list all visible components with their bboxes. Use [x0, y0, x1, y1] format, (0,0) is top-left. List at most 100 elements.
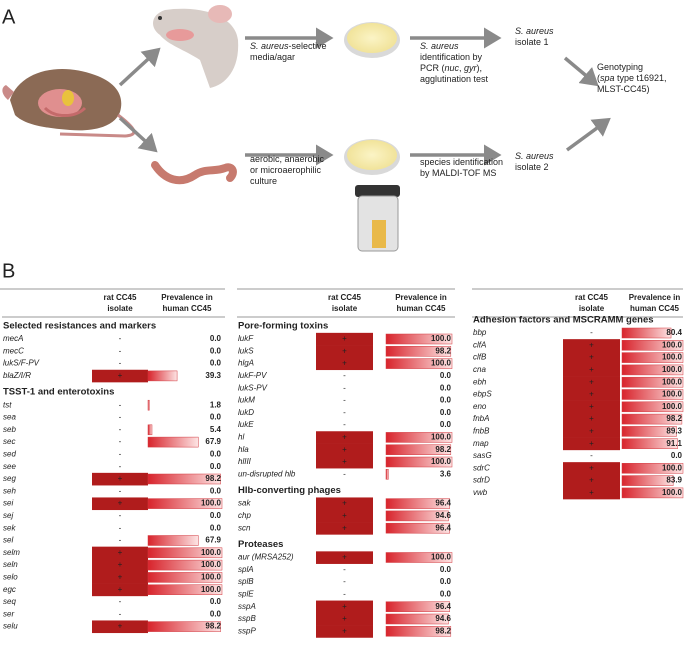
gene: sak	[238, 499, 251, 508]
prevalence-bar	[147, 424, 153, 436]
rat-value: -	[343, 408, 346, 417]
column-header: Prevalence in	[395, 293, 447, 302]
rat-value: +	[342, 457, 347, 466]
prevalence-value: 100.0	[662, 463, 683, 472]
rat-value: +	[589, 463, 594, 472]
caption-line: (spa type t16921,	[597, 73, 667, 83]
rat-value: -	[343, 371, 346, 380]
rat-value: -	[343, 469, 346, 478]
caption-segment: isolate 2	[515, 162, 549, 172]
gene: hlIII	[238, 457, 252, 466]
prevalence-bar	[385, 498, 450, 509]
caption-segment: spa	[600, 73, 615, 83]
rat-value: +	[342, 433, 347, 442]
gene: lukD	[238, 408, 254, 417]
prevalence-value: 98.2	[205, 474, 221, 483]
rat-cell	[563, 363, 620, 377]
gene: blaZ/I/R	[3, 371, 31, 380]
panel-label: B	[2, 260, 15, 282]
section-title: Proteases	[238, 539, 283, 550]
rat-value: +	[342, 499, 347, 508]
gene: un-disrupted hlb	[238, 469, 296, 478]
prevalence-bar	[385, 510, 449, 522]
caption-segment: or microaerophilic	[250, 165, 322, 175]
rat-value: -	[119, 536, 122, 545]
prevalence-value: 0.0	[440, 590, 452, 599]
rat-value: -	[343, 396, 346, 405]
rat-value: +	[589, 365, 594, 374]
rat-value: -	[119, 511, 122, 520]
prevalence-value: 100.0	[431, 359, 452, 368]
prevalence-value: 100.0	[662, 365, 683, 374]
prevalence-value: 100.0	[201, 548, 222, 557]
prevalence-bar	[385, 432, 453, 443]
caption-segment: culture	[250, 176, 277, 186]
prevalence-value: 98.2	[205, 622, 221, 631]
gene: scn	[238, 523, 251, 532]
prevalence-bar	[621, 475, 674, 486]
rat-value: +	[118, 474, 123, 483]
section-title: TSST-1 and enterotoxins	[3, 387, 114, 398]
rat-value: +	[118, 622, 123, 631]
gene: lukS/F-PV	[3, 359, 40, 368]
column-header: rat CC45	[104, 293, 137, 302]
gene: egc	[3, 585, 16, 594]
section-title: Adhesion factors and MSCRAMM genes	[473, 315, 654, 326]
rat-value: +	[589, 439, 594, 448]
prevalence-value: 98.2	[435, 346, 451, 355]
caption-segment: media/agar	[250, 52, 295, 62]
gene: seg	[3, 474, 16, 483]
rat-value: -	[343, 383, 346, 392]
panel-label: A	[2, 6, 16, 28]
gene: cna	[473, 365, 486, 374]
gene: see	[3, 462, 16, 471]
rat-value: +	[589, 390, 594, 399]
rat-value: -	[119, 486, 122, 495]
rat-cell	[316, 612, 373, 626]
prevalence-bar	[621, 463, 684, 474]
rat-cell	[92, 472, 148, 486]
caption-line: agglutination test	[420, 74, 489, 84]
rat-value: +	[118, 585, 123, 594]
rat-cell	[92, 497, 148, 511]
rat-value: -	[119, 334, 122, 343]
gene: lukF	[238, 334, 254, 343]
caption-line: S. aureus	[515, 26, 554, 36]
rat-value: +	[342, 602, 347, 611]
rat-cell	[316, 443, 373, 457]
caption-segment: S. aureus	[250, 41, 289, 51]
gene: selu	[3, 622, 18, 631]
rat-value: -	[119, 609, 122, 618]
gene: aur (MRSA252)	[238, 553, 294, 562]
rat-value: +	[118, 560, 123, 569]
rat-cell	[92, 620, 148, 634]
rat-cell	[563, 376, 620, 389]
rat-cell	[316, 509, 373, 523]
rat-cell	[316, 522, 373, 535]
rat-cell	[316, 551, 373, 564]
prevalence-bar	[385, 626, 452, 637]
rat-value: -	[343, 420, 346, 429]
rat-value: +	[342, 553, 347, 562]
column-header: isolate	[332, 304, 358, 313]
prevalence-value: 0.0	[210, 334, 222, 343]
gene: clfA	[473, 340, 486, 349]
prevalence-bar	[621, 327, 672, 339]
caption-segment: identification by	[420, 52, 483, 62]
rat-cell	[316, 497, 373, 511]
prevalence-value: 96.4	[435, 602, 451, 611]
prevalence-value: 0.0	[210, 523, 222, 532]
rat-value: +	[342, 614, 347, 623]
rat-value: +	[118, 371, 123, 380]
caption-segment: ),	[477, 63, 483, 73]
prevalence-value: 0.0	[440, 383, 452, 392]
caption-segment: S. aureus	[420, 41, 459, 51]
rat-cell	[563, 351, 620, 365]
rat-value: +	[342, 334, 347, 343]
caption-segment: type t16921,	[615, 73, 667, 83]
gene: sasG	[473, 451, 492, 460]
prevalence-value: 0.0	[440, 408, 452, 417]
rat-cell	[316, 625, 373, 638]
prevalence-bar	[621, 401, 684, 413]
prevalence-bar	[621, 426, 677, 437]
